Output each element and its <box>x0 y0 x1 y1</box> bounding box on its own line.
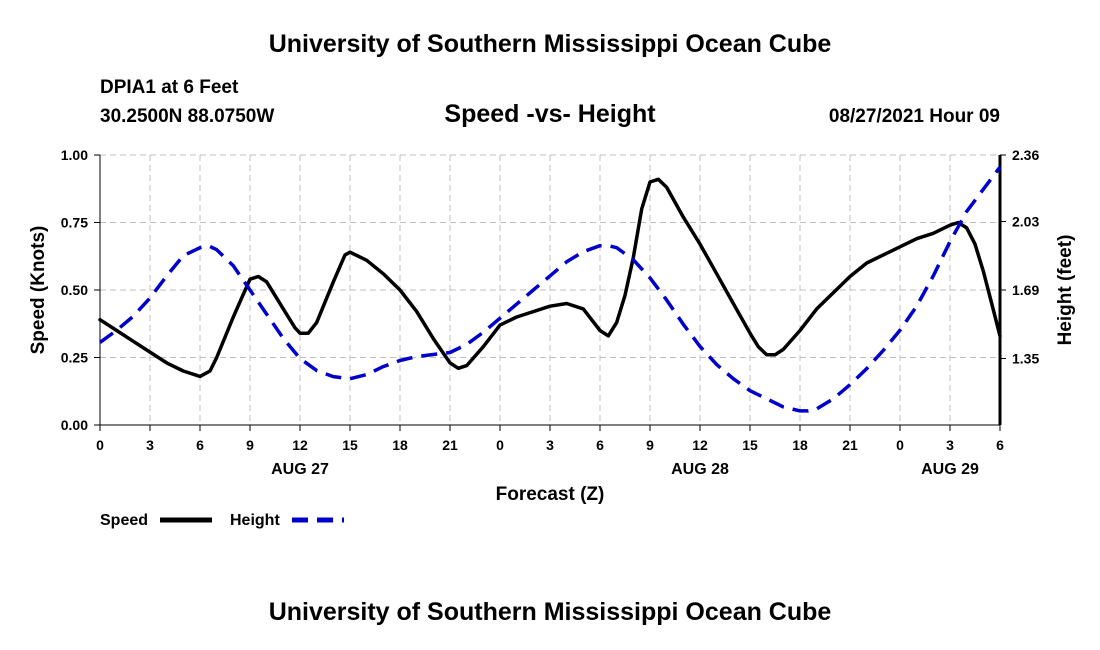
x-tick-label: 6 <box>596 437 604 453</box>
legend: Speed Height <box>100 512 344 529</box>
legend-label-speed: Speed <box>100 512 148 529</box>
x-tick-label: 21 <box>842 437 858 453</box>
x-tick-label: 21 <box>442 437 458 453</box>
height-series-line <box>98 166 1002 413</box>
x-tick-label: 6 <box>196 437 204 453</box>
x-tick-label: 0 <box>96 437 104 453</box>
coordinates-label: 30.2500N 88.0750W <box>100 106 275 127</box>
y-left-tick-label: 0.50 <box>61 282 88 298</box>
series <box>98 166 1002 413</box>
x-tick-label: 3 <box>146 437 154 453</box>
date-label: AUG 29 <box>921 461 979 478</box>
y-left-tick-label: 0.75 <box>61 215 88 231</box>
datetime-label: 08/27/2021 Hour 09 <box>828 106 1000 127</box>
y-left-tick-label: 0.00 <box>61 417 88 433</box>
x-tick-label: 9 <box>246 437 254 453</box>
axis-labels: 0 3 6 9 12 15 18 21 0 3 6 9 12 15 18 21 0 3 6 AUG 27 AUG 28 A… <box>28 147 1076 505</box>
y-right-tick-label: 2.03 <box>1012 213 1039 229</box>
x-tick-label: 18 <box>792 437 808 453</box>
station-label: DPIA1 at 6 Feet <box>100 77 239 98</box>
x-tick-label: 3 <box>546 437 554 453</box>
grid <box>99 154 1001 426</box>
x-tick-label: 12 <box>292 437 308 453</box>
y-left-tick-label: 1.00 <box>61 147 88 163</box>
legend-label-height: Height <box>230 512 280 529</box>
x-tick-label: 15 <box>742 437 758 453</box>
page-title: University of Southern Mississippi Ocean… <box>268 30 832 58</box>
y-left-tick-label: 0.25 <box>61 350 88 366</box>
x-tick-label: 12 <box>692 437 708 453</box>
footer-title: University of Southern Mississippi Ocean… <box>268 598 832 626</box>
y-right-tick-label: 1.69 <box>1012 282 1039 298</box>
date-label: AUG 27 <box>271 461 329 478</box>
x-tick-label: 0 <box>896 437 904 453</box>
x-tick-label: 15 <box>342 437 358 453</box>
x-axis-title: Forecast (Z) <box>496 484 605 505</box>
date-label: AUG 28 <box>671 461 729 478</box>
y-right-tick-label: 2.36 <box>1012 147 1039 163</box>
speed-series-line <box>98 177 1002 379</box>
x-tick-label: 9 <box>646 437 654 453</box>
x-tick-label: 0 <box>496 437 504 453</box>
y-right-tick-label: 1.35 <box>1012 351 1039 367</box>
x-tick-label: 18 <box>392 437 408 453</box>
axes <box>94 154 1006 431</box>
y-left-axis-title: Speed (Knots) <box>28 226 49 355</box>
x-tick-label: 3 <box>946 437 954 453</box>
chart-title: Speed -vs- Height <box>444 100 656 128</box>
x-tick-label: 6 <box>996 437 1004 453</box>
y-right-axis-title: Height (feet) <box>1055 235 1076 346</box>
